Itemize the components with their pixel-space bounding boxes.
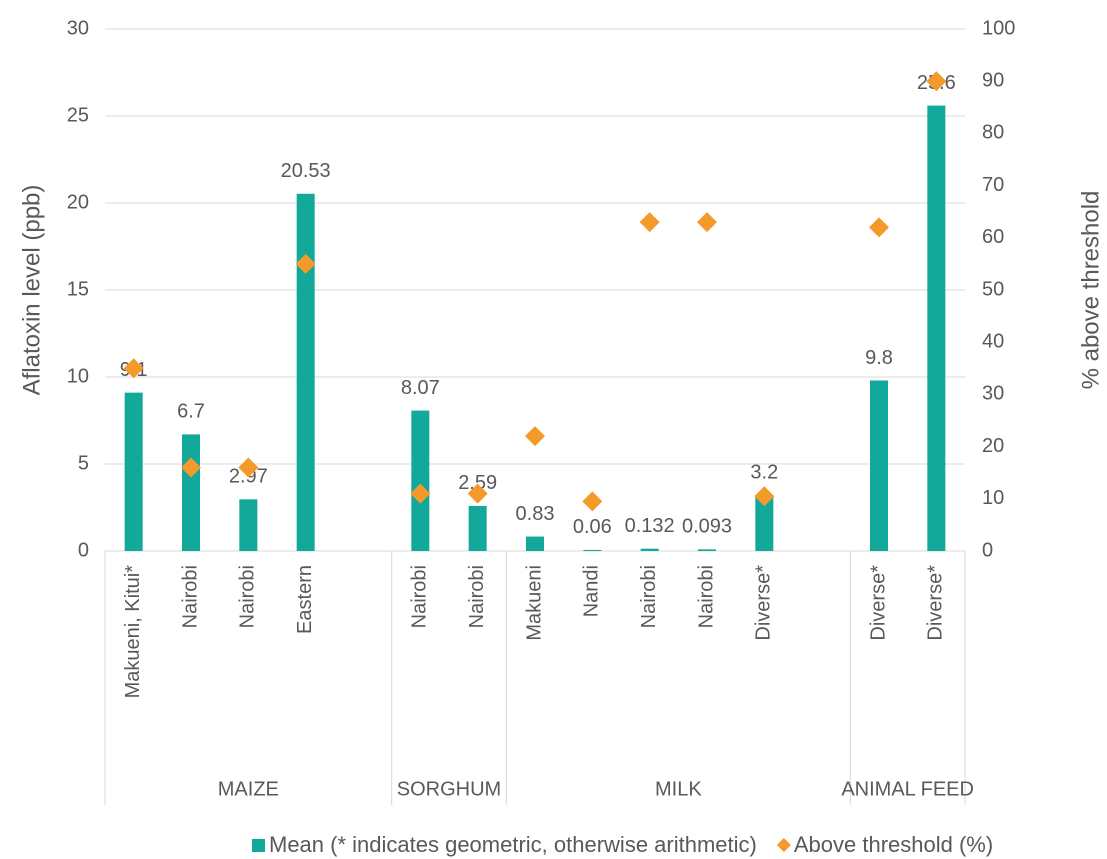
- legend-label: Above threshold (%): [794, 832, 993, 857]
- data-label: 0.06: [573, 516, 612, 538]
- data-label: 9.8: [865, 347, 893, 369]
- bar: [927, 105, 946, 551]
- x-tick-label: Diverse*: [867, 565, 889, 641]
- y2-tick-label: 100: [982, 17, 1015, 39]
- data-label: 0.83: [516, 503, 555, 525]
- y2-tick-label: 0: [982, 539, 993, 561]
- x-tick-label: Makueni, Kitui*: [122, 565, 144, 699]
- y2-tick-label: 40: [982, 330, 1004, 352]
- group-label: MILK: [655, 778, 702, 800]
- y2-tick-label: 50: [982, 278, 1004, 300]
- bar: [124, 392, 143, 551]
- y2-tick-label: 80: [982, 122, 1004, 144]
- diamond-marker: [525, 426, 545, 447]
- y-tick-label: 10: [67, 365, 89, 387]
- data-label: 20.53: [281, 160, 331, 182]
- y2-tick-label: 90: [982, 69, 1004, 91]
- bar: [698, 549, 716, 551]
- data-label: 8.07: [401, 377, 440, 399]
- bar: [640, 548, 659, 551]
- y2-tick-label: 70: [982, 174, 1004, 196]
- diamond-marker: [697, 212, 717, 233]
- y2-tick-label: 20: [982, 435, 1004, 457]
- diamond-marker: [926, 71, 947, 92]
- bar: [583, 549, 602, 551]
- bar: [468, 505, 487, 551]
- diamond-marker: [869, 217, 889, 238]
- y-tick-label: 20: [67, 191, 89, 213]
- bar: [296, 193, 315, 551]
- x-tick-label: Nairobi: [695, 565, 717, 628]
- diamond-marker: [582, 491, 603, 512]
- x-tick-label: Makueni: [523, 565, 545, 641]
- bar: [411, 410, 430, 551]
- diamond-marker: [639, 212, 660, 233]
- legend-label: Mean (* indicates geometric, otherwise a…: [269, 832, 757, 857]
- legend-swatch: [252, 839, 265, 852]
- y2-axis-title: % above threshold: [1077, 191, 1104, 390]
- x-tick-label: Nairobi: [638, 565, 660, 628]
- x-tick-label: Eastern: [294, 565, 316, 634]
- legend-swatch: [776, 838, 791, 852]
- x-tick-label: Nandi: [581, 565, 603, 617]
- y-tick-label: 30: [67, 17, 89, 39]
- x-tick-label: Nairobi: [466, 565, 488, 628]
- data-label: 0.093: [682, 516, 732, 538]
- bar: [239, 499, 258, 551]
- data-label: 2.59: [458, 472, 497, 494]
- diamond-marker: [467, 483, 488, 504]
- diamond-marker: [181, 457, 201, 478]
- x-tick-label: Nairobi: [237, 565, 259, 628]
- y2-tick-label: 60: [982, 226, 1004, 248]
- y2-tick-label: 10: [982, 487, 1004, 509]
- group-label: MAIZE: [218, 778, 279, 800]
- y-tick-label: 5: [78, 452, 89, 474]
- bar: [182, 434, 200, 551]
- y-tick-label: 0: [78, 539, 89, 561]
- diamond-marker: [295, 253, 316, 274]
- bar: [755, 495, 774, 551]
- x-tick-label: Nairobi: [179, 565, 201, 628]
- data-label: 3.2: [750, 462, 778, 484]
- data-label: 6.7: [177, 401, 205, 423]
- y-tick-label: 15: [67, 278, 89, 300]
- x-tick-label: Diverse*: [925, 565, 947, 641]
- bar: [870, 380, 888, 551]
- y-axis-title: Aflatoxin level (ppb): [18, 185, 45, 396]
- group-label: ANIMAL FEED: [841, 778, 974, 800]
- data-label: 0.132: [625, 515, 675, 537]
- diamond-marker: [410, 483, 431, 504]
- diamond-marker: [754, 486, 775, 507]
- y-tick-label: 25: [67, 104, 89, 126]
- diamond-marker: [238, 457, 259, 478]
- x-tick-label: Nairobi: [409, 565, 431, 628]
- group-label: SORGHUM: [397, 778, 501, 800]
- x-tick-label: Diverse*: [753, 565, 775, 641]
- y2-tick-label: 30: [982, 383, 1004, 405]
- bar: [526, 536, 544, 551]
- diamond-marker: [123, 358, 144, 379]
